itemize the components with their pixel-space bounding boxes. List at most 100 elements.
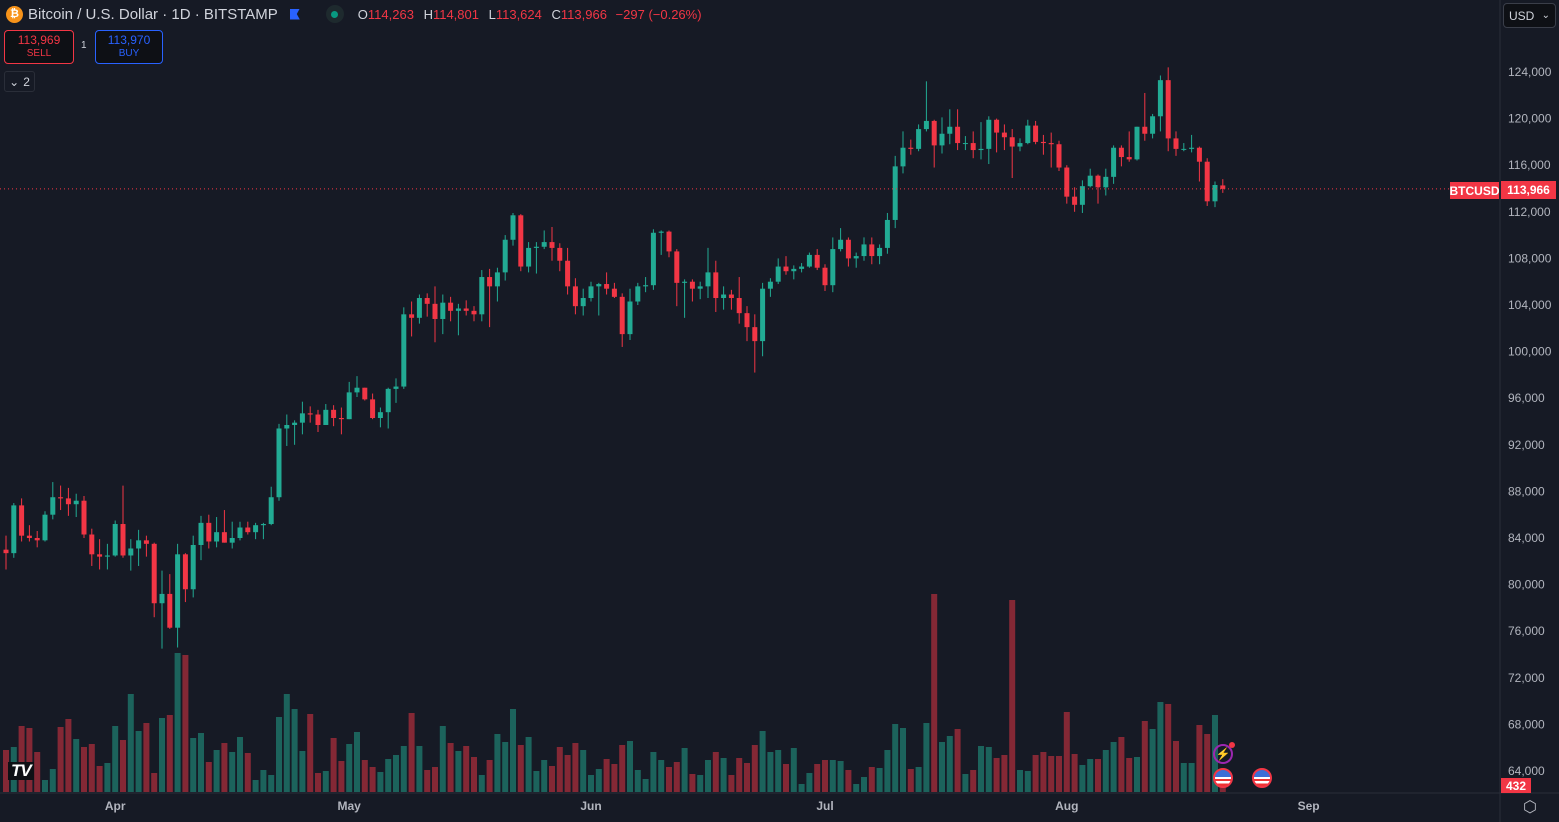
volume-bar: [307, 714, 314, 792]
volume-bar: [127, 694, 134, 792]
volume-bar: [346, 744, 353, 792]
candle-body: [346, 392, 352, 420]
volume-bar: [1134, 757, 1140, 792]
price-tick-label: 100,000: [1508, 345, 1552, 359]
lightning-event-icon[interactable]: ⚡: [1213, 742, 1235, 764]
price-axis: 124,000 120,000 116,000 112,000 108,000 104,0…: [1508, 65, 1552, 778]
tradingview-logo[interactable]: TV: [8, 762, 34, 780]
candle-body: [611, 288, 617, 297]
indicators-toggle-button[interactable]: ⌄ 2: [4, 71, 35, 92]
volume-tag: 432: [1501, 778, 1531, 793]
time-tick-label: Jul: [816, 799, 833, 813]
volume-bar: [650, 752, 657, 792]
candle-body: [845, 239, 851, 259]
volume-bar: [283, 694, 290, 792]
volume-bar: [876, 768, 883, 792]
volume-bar: [673, 762, 680, 792]
price-tick-label: 84,000: [1508, 531, 1545, 545]
price-tick-label: 112,000: [1508, 205, 1551, 219]
volume-bar: [1001, 755, 1008, 792]
candle-body: [221, 532, 227, 543]
volume-bar: [190, 738, 197, 792]
candle-body: [674, 251, 680, 283]
candle-body: [557, 247, 563, 261]
volume-bar: [393, 755, 399, 792]
candle-body: [806, 254, 812, 267]
volume-bar: [1102, 750, 1109, 792]
candle-body: [190, 544, 196, 590]
volume-bar: [533, 771, 540, 792]
flag-icon[interactable]: [289, 8, 300, 20]
volume-bar: [439, 726, 446, 792]
bitcoin-icon: ₿: [6, 5, 23, 23]
candle-body: [214, 532, 220, 542]
symbol-title[interactable]: Bitcoin / U.S. Dollar · 1D · BITSTAMP: [28, 5, 278, 23]
volume-bar: [588, 775, 594, 792]
volume-bar: [829, 760, 836, 792]
volume-bar: [42, 780, 48, 792]
candle-body: [276, 428, 282, 498]
candle-body: [728, 294, 734, 299]
candle-body: [89, 534, 95, 555]
buy-button[interactable]: 113,970 BUY: [95, 30, 163, 64]
price-tick-label: 76,000: [1508, 624, 1545, 638]
volume-bar: [907, 769, 914, 792]
currency-dropdown[interactable]: USD ⌄: [1503, 3, 1556, 28]
candle-body: [81, 500, 87, 535]
volume-bar: [814, 764, 821, 792]
volume-bar: [627, 741, 633, 792]
candle-body: [159, 593, 165, 604]
candle-body: [1220, 185, 1226, 189]
volume-bar: [354, 732, 360, 792]
volume-bar: [517, 745, 524, 792]
volume-bar: [57, 727, 64, 792]
volume-bar: [447, 743, 454, 792]
volume-bar: [712, 752, 719, 792]
candle-body: [892, 166, 898, 220]
candle-body: [229, 538, 235, 543]
volume-bar: [221, 743, 228, 792]
settings-icon[interactable]: ⬡: [1523, 799, 1537, 816]
volume-bar: [299, 751, 306, 792]
volume-bar: [1173, 741, 1179, 792]
volume-bar: [408, 713, 415, 792]
price-tick-label: 120,000: [1508, 112, 1552, 126]
candle-body: [916, 129, 922, 149]
candle-body: [151, 543, 157, 604]
volume-bar: [49, 769, 56, 792]
volume-bar: [720, 758, 727, 792]
volume-bar: [1079, 765, 1086, 792]
volume-bar: [135, 731, 142, 792]
time-axis: Apr May Jun Jul Aug Sep: [105, 799, 1320, 813]
volume-bar: [1180, 763, 1187, 792]
volume-bar: [338, 761, 345, 792]
us-flag-event-icon[interactable]: [1213, 768, 1233, 788]
candle-body: [783, 266, 789, 272]
candle-body: [1150, 116, 1156, 134]
sell-button[interactable]: 113,969 SELL: [4, 30, 74, 64]
candle-body: [377, 412, 383, 419]
volume-bar: [759, 731, 766, 792]
candle-body: [237, 527, 243, 538]
volume-bar: [1087, 759, 1094, 792]
volume-bar: [736, 758, 743, 792]
candle-body: [541, 242, 547, 247]
candle-body: [744, 313, 750, 328]
volume-bar: [424, 770, 431, 792]
candle-body: [19, 505, 25, 536]
volume-bar: [564, 755, 571, 792]
price-tick-label: 88,000: [1508, 484, 1545, 498]
candle-body: [947, 126, 953, 134]
candle-body: [838, 239, 844, 250]
candle-body: [713, 272, 719, 299]
candle-body: [284, 424, 290, 429]
candle-body: [767, 281, 773, 289]
candle-body: [432, 303, 438, 319]
us-flag-event-icon[interactable]: [1252, 768, 1272, 788]
candle-body: [635, 286, 641, 302]
volume-bar: [525, 737, 532, 792]
candle-body: [1079, 186, 1085, 205]
candle-body: [198, 522, 204, 545]
candle-body: [471, 310, 477, 315]
